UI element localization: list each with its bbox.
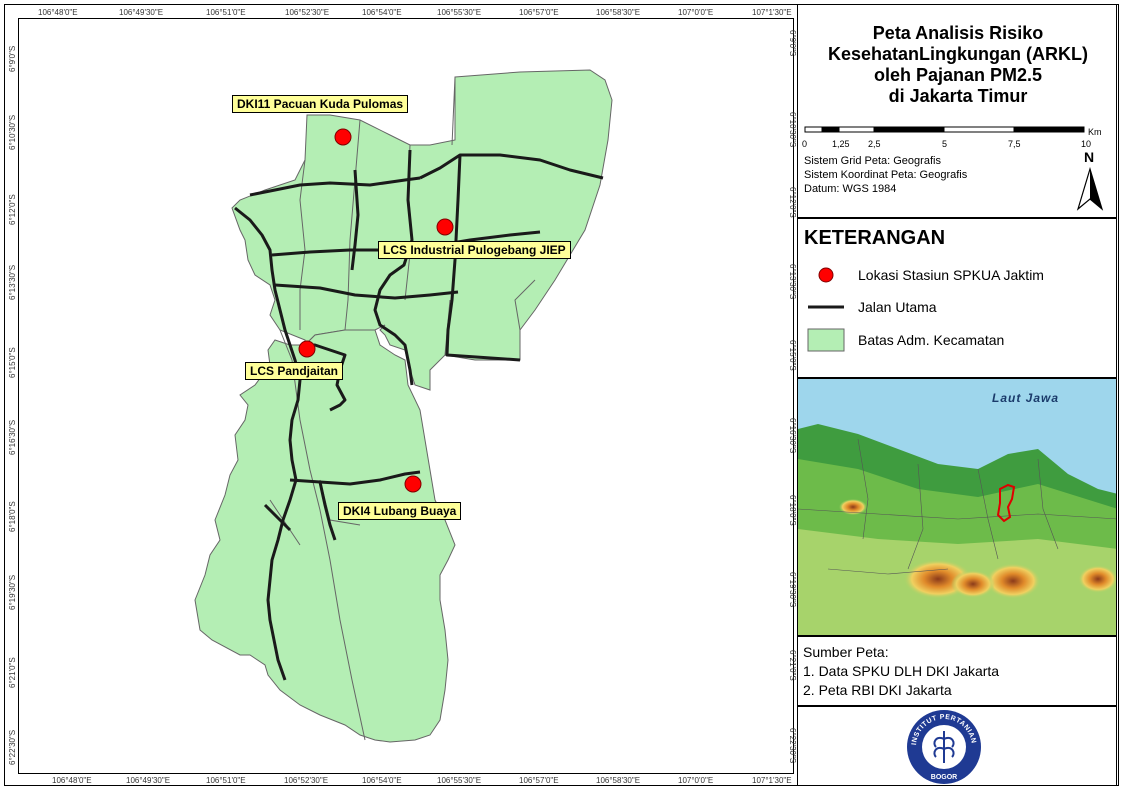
inset-panel: Laut Jawa [797, 378, 1117, 636]
highland-area [985, 563, 1041, 599]
highland-area [1078, 565, 1116, 593]
university-logo: INSTITUT PERTANIAN BOGOR [907, 710, 981, 784]
info-datum: Datum: WGS 1984 [804, 183, 897, 195]
north-arrow-icon [1076, 167, 1104, 211]
lon-tick: 106°48'0"E [38, 8, 78, 17]
station-label[interactable]: DKI11 Pacuan Kuda Pulomas [232, 95, 409, 113]
lon-tick: 106°52'30"E [285, 8, 330, 17]
legend-item-road: Jalan Utama [806, 297, 937, 317]
lon-tick: 106°55'30"E [437, 8, 482, 17]
lon-tick: 106°58'30"E [596, 8, 641, 17]
scale-tick: 7,5 [1008, 139, 1021, 149]
map-title: Peta Analisis Risiko KesehatanLingkungan… [798, 23, 1118, 107]
sea-label: Laut Jawa [992, 391, 1060, 405]
boundary-legend-icon [807, 328, 845, 352]
title-line: KesehatanLingkungan (ARKL) [827, 44, 1088, 64]
station-marker[interactable] [334, 128, 352, 146]
legend-label: Batas Adm. Kecamatan [858, 332, 1005, 348]
title-line: oleh Pajanan PM2.5 [873, 65, 1043, 85]
lon-tick: 106°57'0"E [519, 8, 559, 17]
station-marker[interactable] [404, 475, 422, 493]
lon-tick: 106°49'30"E [126, 776, 171, 785]
scale-tick: 0 [802, 139, 808, 149]
lon-tick: 107°0'0"E [678, 776, 714, 785]
lon-tick: 106°55'30"E [437, 776, 482, 785]
svg-text:BOGOR: BOGOR [931, 774, 957, 781]
highland-area [839, 499, 867, 515]
lon-tick: 106°57'0"E [519, 776, 559, 785]
source-item: 2. Peta RBI DKI Jakarta [803, 682, 952, 698]
scale-tick: 1,25 [832, 139, 850, 149]
station-label[interactable]: LCS Industrial Pulogebang JIEP [378, 241, 571, 259]
station-marker[interactable] [298, 340, 316, 358]
lon-tick: 106°52'30"E [284, 776, 329, 785]
legend-label: Lokasi Stasiun SPKUA Jaktim [858, 267, 1044, 283]
lon-tick: 106°58'30"E [596, 776, 641, 785]
title-line: Peta Analisis Risiko [872, 23, 1044, 43]
title-panel: Peta Analisis Risiko KesehatanLingkungan… [797, 4, 1117, 218]
lon-tick: 106°51'0"E [206, 8, 246, 17]
source-item: 1. Data SPKU DLH DKI Jakarta [803, 663, 1000, 679]
legend-label: Jalan Utama [858, 299, 937, 315]
title-line: di Jakarta Timur [888, 86, 1028, 106]
lon-tick: 106°48'0"E [52, 776, 92, 785]
north-label: N [1083, 149, 1095, 165]
road-legend-icon [808, 305, 844, 309]
legend-item-station: Lokasi Stasiun SPKUA Jaktim [806, 265, 1044, 285]
info-grid: Sistem Grid Peta: Geografis [804, 155, 941, 167]
main-map[interactable] [0, 0, 797, 790]
lon-tick: 107°0'0"E [678, 8, 714, 17]
lon-tick: 107°1'30"E [752, 8, 792, 17]
admin-boundaries [798, 438, 1116, 575]
logo-panel: INSTITUT PERTANIAN BOGOR [797, 706, 1117, 786]
info-coord: Sistem Koordinat Peta: Geografis [804, 169, 968, 181]
lon-tick: 107°1'30"E [752, 776, 792, 785]
scale-tick: 5 [942, 139, 948, 149]
scale-bar [804, 126, 1085, 133]
legend-panel: KETERANGAN Lokasi Stasiun SPKUA Jaktim J… [797, 218, 1117, 378]
station-marker[interactable] [436, 218, 454, 236]
station-legend-icon [818, 267, 834, 283]
station-label[interactable]: LCS Pandjaitan [245, 362, 344, 380]
legend-item-boundary: Batas Adm. Kecamatan [806, 327, 1004, 353]
station-label[interactable]: DKI4 Lubang Buaya [338, 502, 462, 520]
source-heading: Sumber Peta: [803, 644, 889, 660]
highland-area [951, 570, 995, 598]
inset-map[interactable] [798, 379, 1117, 636]
scale-unit: Km [1088, 127, 1102, 137]
main-roads [234, 149, 604, 681]
source-panel: Sumber Peta: 1. Data SPKU DLH DKI Jakart… [797, 636, 1117, 706]
legend-heading: KETERANGAN [804, 227, 946, 249]
scale-tick: 10 [1081, 139, 1092, 149]
lon-tick: 106°54'0"E [362, 776, 402, 785]
page-frame [4, 4, 1119, 786]
lon-tick: 106°49'30"E [119, 8, 164, 17]
lon-tick: 106°54'0"E [362, 8, 402, 17]
side-panel: Peta Analisis Risiko KesehatanLingkungan… [797, 4, 1119, 786]
station-markers [298, 128, 454, 493]
scale-tick: 2,5 [868, 139, 881, 149]
jakarta-timur-outline [996, 483, 1016, 523]
lon-tick: 106°51'0"E [206, 776, 246, 785]
